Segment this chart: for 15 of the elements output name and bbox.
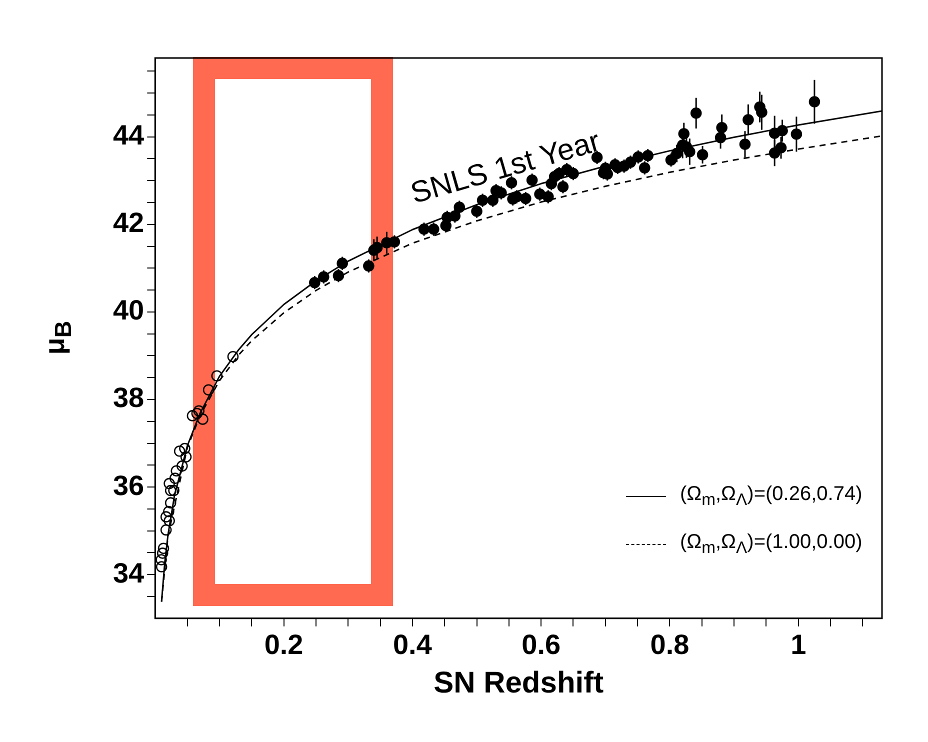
legend-label: (Ω$_{m}$,Ω$_{Λ}$)=(1.00,0.00) <box>680 530 862 558</box>
y-tick-label: 36 <box>112 470 144 501</box>
y-tick-label: 40 <box>112 294 144 326</box>
y-tick-label: 44 <box>112 120 145 151</box>
x-tick-label: 0.8 <box>650 628 690 660</box>
x-tick-label: 0.6 <box>522 628 561 660</box>
x-tick-label: 1 <box>790 628 806 660</box>
x-tick-label: 0.4 <box>392 628 432 660</box>
x-tick-label: 0.2 <box>264 628 304 660</box>
x-axis-title: SN Redshift <box>434 666 604 700</box>
y-tick-label: 38 <box>112 382 144 414</box>
y-tick-label: 42 <box>112 207 144 238</box>
annotation: SNLS 1st Year <box>406 124 604 212</box>
y-tick-label: 34 <box>112 557 145 588</box>
legend-label: (Ω$_{m}$,Ω$_{Λ}$)=(0.26,0.74) <box>680 482 862 510</box>
